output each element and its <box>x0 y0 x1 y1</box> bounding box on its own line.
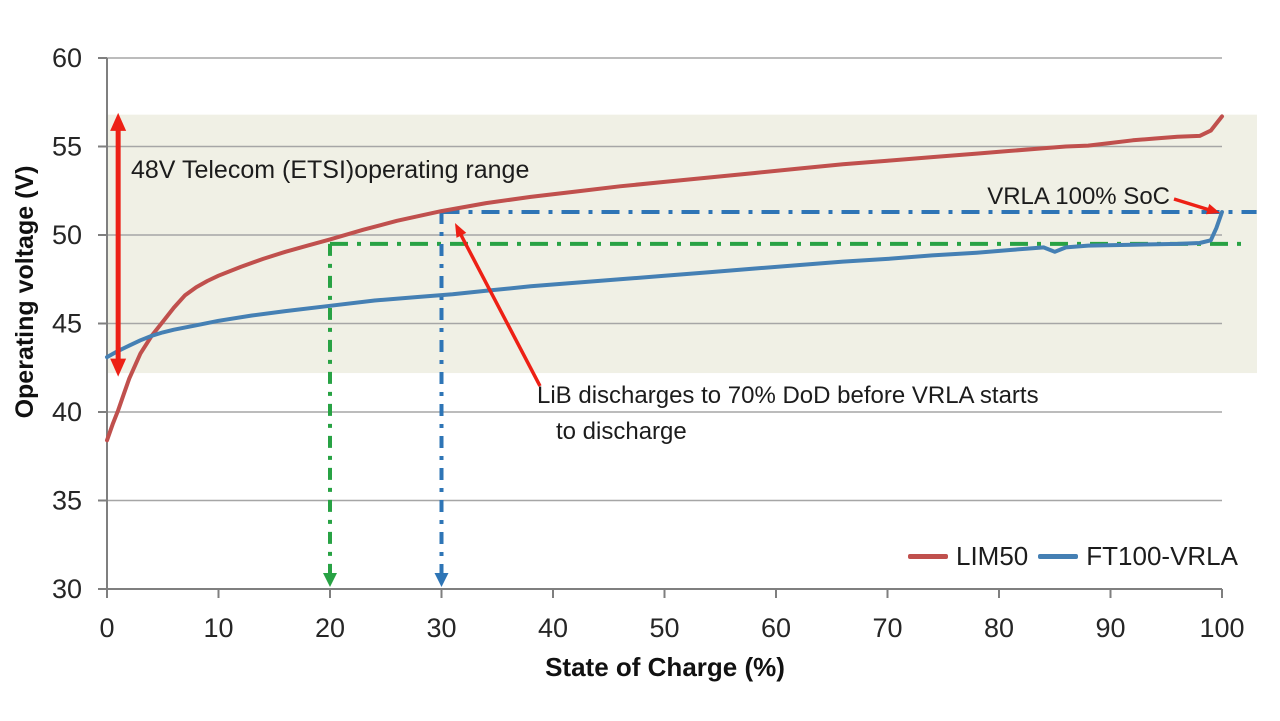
lib-discharge-callout-arrow <box>455 223 542 387</box>
x-tick-label: 70 <box>872 613 902 643</box>
x-tick-label: 60 <box>761 613 791 643</box>
annotation-vrla-100-soc: VRLA 100% SoC <box>987 183 1170 210</box>
x-tick-label: 80 <box>984 613 1014 643</box>
y-tick-label: 35 <box>52 486 82 516</box>
etsi-range-arrow <box>110 112 127 377</box>
drop-arrows <box>323 211 449 587</box>
lim50-line-swatch <box>908 553 948 559</box>
legend-item-ft100-vrla: FT100-VRLA <box>1038 541 1238 572</box>
annotation-lib-discharge-line1: LiB discharges to 70% DoD before VRLA st… <box>537 382 1039 409</box>
y-tick-label: 45 <box>52 309 82 339</box>
axes <box>98 57 1223 598</box>
y-tick-label: 40 <box>52 397 82 427</box>
vrla-soc-callout-arrow <box>1173 197 1220 215</box>
x-tick-label: 0 <box>99 613 114 643</box>
x-tick-label: 40 <box>538 613 568 643</box>
y-tick-label: 30 <box>52 574 82 604</box>
telecom-range-band <box>107 114 1257 374</box>
x-tick-label: 30 <box>426 613 456 643</box>
series <box>105 114 1224 443</box>
x-tick-label: 100 <box>1199 613 1244 643</box>
ft100-vrla-curve <box>105 210 1224 360</box>
lib-dod-drop-arrow-head <box>323 573 337 587</box>
ft100-vrla-line-swatch <box>1038 553 1079 559</box>
x-axis-title: State of Charge (%) <box>545 652 785 682</box>
tick-labels: 0 10 20 30 40 50 60 70 80 90 100 30 35 40 45 50 55 60 <box>52 43 1245 643</box>
y-tick-label: 55 <box>52 132 82 162</box>
legend-label-ft100-vrla: FT100-VRLA <box>1086 540 1238 571</box>
y-axis-title: Operating voltage (V) <box>11 165 39 419</box>
y-tick-label: 50 <box>52 220 82 250</box>
vrla-soc-drop-arrow-head <box>434 573 449 587</box>
lim50-curve <box>105 114 1224 443</box>
x-tick-label: 20 <box>315 613 345 643</box>
chart-legend: LIM50 FT100-VRLA <box>908 540 1238 572</box>
annotation-etsi-range: 48V Telecom (ETSI)operating range <box>131 156 530 184</box>
y-tick-label: 60 <box>52 43 82 73</box>
legend-item-lim50: LIM50 <box>908 541 1028 572</box>
gridlines <box>107 57 1222 502</box>
legend-label-lim50: LIM50 <box>956 540 1029 571</box>
annotation-lib-discharge-line2: to discharge <box>556 418 687 445</box>
x-tick-label: 50 <box>649 613 679 643</box>
x-tick-label: 10 <box>203 613 233 643</box>
x-tick-label: 90 <box>1095 613 1125 643</box>
